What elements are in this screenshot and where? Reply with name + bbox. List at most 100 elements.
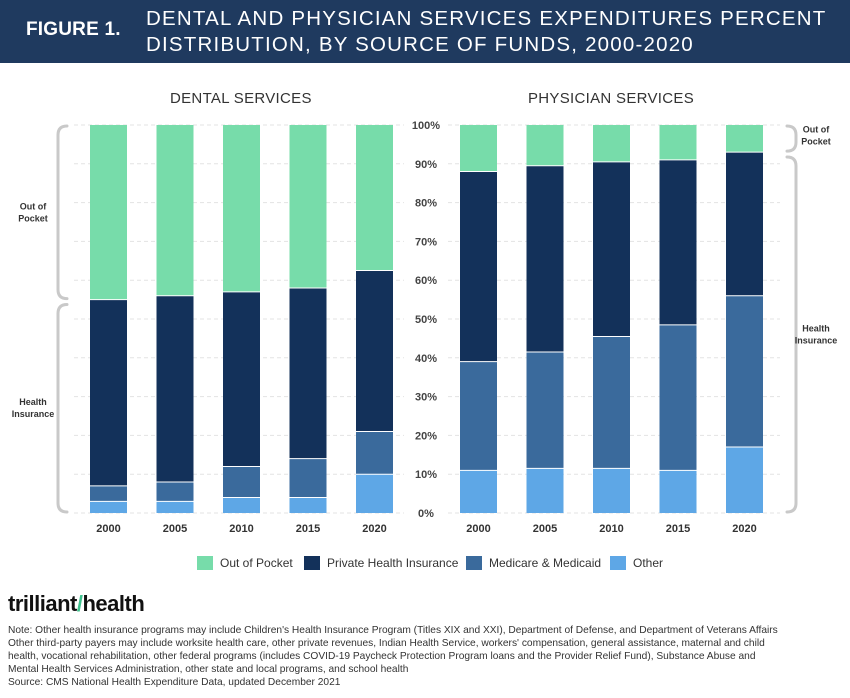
physician-bracket-out-of-pocket (785, 124, 798, 153)
legend-swatch-other (610, 556, 626, 570)
physician-bar-other-2010 (593, 468, 630, 513)
dental-bar-out-of-pocket-2020 (356, 125, 393, 271)
dental-bar-medicare-medicaid-2005 (156, 481, 194, 502)
physician-bracket-label: Pocket (801, 137, 831, 147)
brand-swoosh-icon: / (76, 591, 83, 616)
physician-bracket-health-insurance (785, 155, 798, 514)
legend-item-medicare-medicaid: Medicare & Medicaid (466, 556, 601, 570)
dental-bracket-label: Insurance (12, 409, 55, 419)
dental-bar-out-of-pocket-2010 (223, 125, 260, 292)
dental-x-tick-label: 2020 (362, 523, 386, 535)
physician-x-tick-label: 2005 (533, 523, 557, 535)
physician-x-tick-label: 2000 (466, 523, 490, 535)
physician-bar-medicare-medicaid-2020 (726, 295, 763, 448)
dental-bar-other-2005 (156, 501, 194, 513)
figure-title-line-1: DENTAL AND PHYSICIAN SERVICES EXPENDITUR… (146, 7, 827, 30)
physician-x-tick-label: 2015 (666, 523, 690, 535)
physician-bar-private-health-insurance-2000 (460, 171, 497, 362)
dental-x-tick-label: 2010 (229, 523, 253, 535)
dental-bar-other-2020 (356, 474, 393, 513)
physician-bracket-label: Insurance (795, 336, 838, 346)
y-tick-label: 10% (415, 469, 437, 481)
dental-x-tick-label: 2005 (163, 523, 187, 535)
y-tick-label: 20% (415, 430, 437, 442)
note-line-2: Other third-party payers may include wor… (8, 638, 765, 649)
physician-bar-other-2005 (526, 468, 564, 513)
dental-bracket-label: Out of (20, 201, 47, 211)
figure-title-line-2: DISTRIBUTION, BY SOURCE OF FUNDS, 2000-2… (146, 33, 694, 56)
y-tick-label: 90% (415, 159, 437, 171)
physician-bar-out-of-pocket-2020 (726, 125, 763, 153)
legend-swatch-medicare-medicaid (466, 556, 482, 570)
dental-x-tick-label: 2000 (96, 523, 120, 535)
legend-item-private-health-insurance: Private Health Insurance (304, 556, 458, 570)
dental-bar-out-of-pocket-2000 (90, 125, 127, 300)
brand-name-part-2: health (82, 591, 145, 616)
physician-bracket-label: Health (802, 324, 830, 334)
dental-bar-other-2000 (90, 501, 127, 513)
figure-label: FIGURE 1. (26, 19, 121, 40)
dental-bar-private-health-insurance-2020 (356, 270, 393, 432)
physician-panel-title: PHYSICIAN SERVICES (528, 90, 695, 107)
physician-bar-medicare-medicaid-2010 (593, 336, 630, 469)
physician-bar-private-health-insurance-2010 (593, 161, 630, 337)
dental-bar-private-health-insurance-2010 (223, 291, 260, 467)
y-tick-label: 40% (415, 353, 437, 365)
physician-bracket-label: Out of (803, 125, 830, 135)
physician-bar-medicare-medicaid-2000 (460, 361, 497, 471)
physician-bar-private-health-insurance-2005 (526, 165, 564, 352)
physician-x-tick-label: 2010 (599, 523, 623, 535)
legend-item-other: Other (610, 556, 663, 570)
legend-swatch-private-health-insurance (304, 556, 320, 570)
physician-bar-out-of-pocket-2005 (526, 125, 564, 166)
dental-bracket-health-insurance (56, 302, 69, 514)
dental-bar-medicare-medicaid-2020 (356, 431, 393, 475)
physician-bar-out-of-pocket-2015 (659, 125, 697, 160)
legend-label-private-health-insurance: Private Health Insurance (327, 556, 459, 570)
dental-bar-private-health-insurance-2015 (289, 287, 327, 459)
physician-bar-other-2020 (726, 447, 763, 513)
legend-label-other: Other (633, 556, 664, 570)
y-tick-label: 30% (415, 392, 437, 404)
dental-bar-out-of-pocket-2015 (289, 125, 327, 288)
y-tick-label: 100% (412, 120, 440, 132)
dental-bar-private-health-insurance-2005 (156, 295, 194, 482)
y-tick-label: 0% (418, 508, 434, 520)
physician-bar-out-of-pocket-2000 (460, 125, 497, 172)
physician-bar-medicare-medicaid-2005 (526, 351, 564, 469)
dental-panel-title: DENTAL SERVICES (170, 90, 312, 107)
note-line-5: Source: CMS National Health Expenditure … (8, 677, 341, 688)
brand-logo: trilliant/health (8, 591, 145, 617)
dental-bar-out-of-pocket-2005 (156, 125, 194, 296)
y-tick-label: 70% (415, 236, 437, 248)
dental-bar-other-2015 (289, 497, 327, 513)
y-tick-label: 80% (415, 198, 437, 210)
expenditure-charts: 0% 10% 20% 30% 40% 50% 60% 70% 80% 90% 100% 2000 200… (12, 120, 838, 535)
note-line-1: Note: Other health insurance programs ma… (8, 625, 778, 636)
chart-legend: Out of Pocket Private Health Insurance M… (0, 556, 850, 574)
dental-bracket-label: Pocket (18, 213, 48, 223)
dental-bracket-label: Health (19, 397, 47, 407)
note-line-3: health, vocational rehabilitation, other… (8, 651, 756, 662)
physician-bar-private-health-insurance-2020 (726, 152, 763, 296)
dental-bar-medicare-medicaid-2015 (289, 458, 327, 498)
dental-bar-private-health-insurance-2000 (90, 299, 127, 486)
legend-item-out-of-pocket: Out of Pocket (197, 556, 293, 570)
y-tick-label: 60% (415, 275, 437, 287)
chart-notes: Note: Other health insurance programs ma… (8, 624, 843, 689)
dental-x-tick-label: 2015 (296, 523, 320, 535)
physician-bar-other-2015 (659, 470, 697, 513)
y-tick-label: 50% (415, 314, 437, 326)
brand-name-part-1: trilliant (8, 591, 77, 616)
legend-swatch-out-of-pocket (197, 556, 213, 570)
note-line-4: Mental Health Services Administration, o… (8, 664, 409, 675)
dental-bracket-out-of-pocket (56, 124, 69, 301)
dental-bar-other-2010 (223, 497, 260, 513)
legend-label-out-of-pocket: Out of Pocket (220, 556, 293, 570)
legend-label-medicare-medicaid: Medicare & Medicaid (489, 556, 602, 570)
figure-title: DENTAL AND PHYSICIAN SERVICES EXPENDITUR… (146, 6, 836, 58)
physician-bar-other-2000 (460, 470, 497, 513)
dental-bar-medicare-medicaid-2010 (223, 466, 260, 498)
physician-bar-out-of-pocket-2010 (593, 125, 630, 162)
physician-x-tick-label: 2020 (732, 523, 756, 535)
